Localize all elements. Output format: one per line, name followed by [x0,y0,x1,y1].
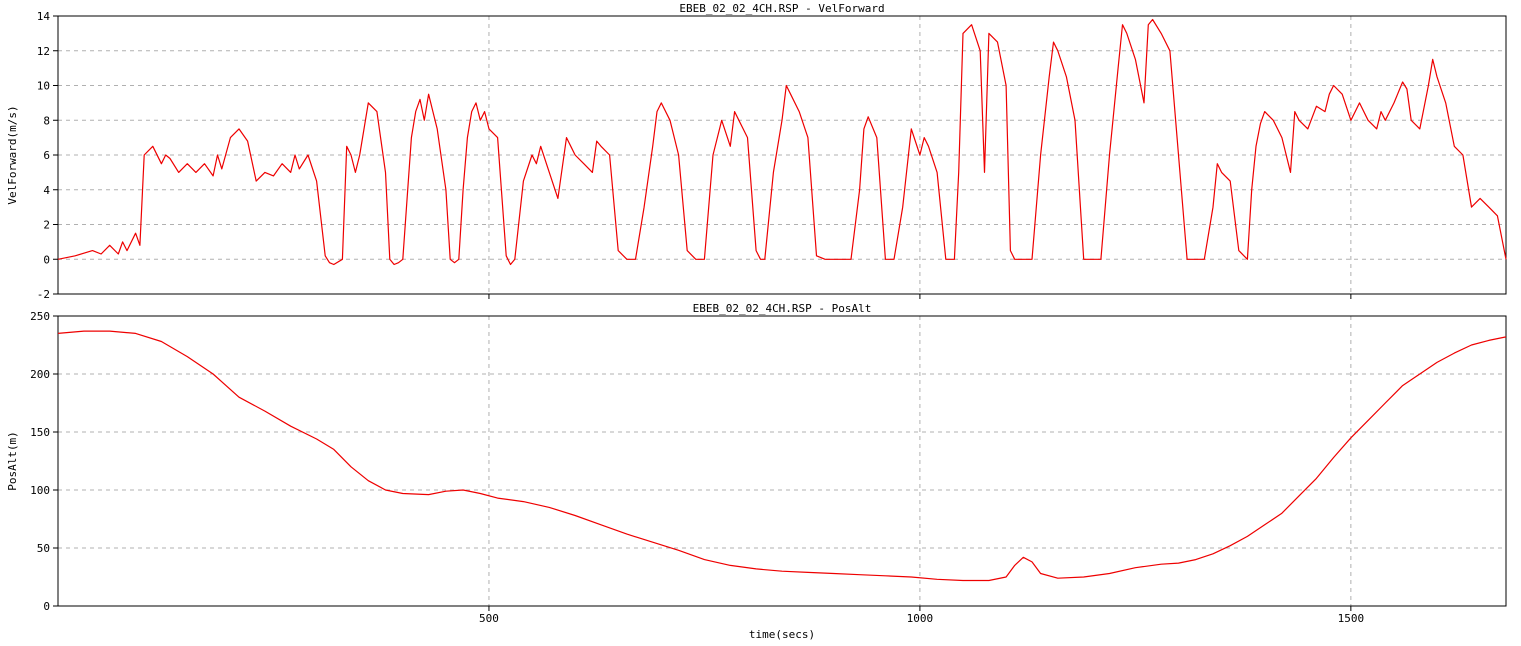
y-tick-label: 2 [43,219,50,232]
y-axis-label: VelForward(m/s) [6,105,19,204]
y-tick-label: 8 [43,114,50,127]
x-tick-label: 500 [479,612,499,625]
y-tick-label: 250 [30,310,50,323]
data-line [58,20,1506,265]
y-tick-label: 0 [43,600,50,613]
y-tick-label: 4 [43,184,50,197]
x-tick-label: 1000 [907,612,934,625]
data-line [58,331,1506,580]
chart-title: EBEB_02_02_4CH.RSP - VelForward [679,2,884,15]
y-tick-label: -2 [37,288,50,301]
y-tick-label: 14 [37,10,51,23]
charts-svg: EBEB_02_02_4CH.RSP - VelForward -2 0 2 4 6 8 10… [0,0,1521,646]
y-tick-label: 12 [37,45,50,58]
y-axis-label: PosAlt(m) [6,431,19,491]
chart-panel: EBEB_02_02_4CH.RSP - VelForward -2 0 2 4 6 8 10… [0,0,1521,646]
x-axis-label: time(secs) [749,628,815,641]
y-tick-label: 6 [43,149,50,162]
y-tick-label: 0 [43,253,50,266]
x-tick-label: 1500 [1338,612,1365,625]
y-tick-label: 50 [37,542,50,555]
y-tick-label: 150 [30,426,50,439]
y-tick-label: 10 [37,80,50,93]
y-tick-label: 200 [30,368,50,381]
y-tick-label: 100 [30,484,50,497]
chart-title: EBEB_02_02_4CH.RSP - PosAlt [693,302,872,315]
